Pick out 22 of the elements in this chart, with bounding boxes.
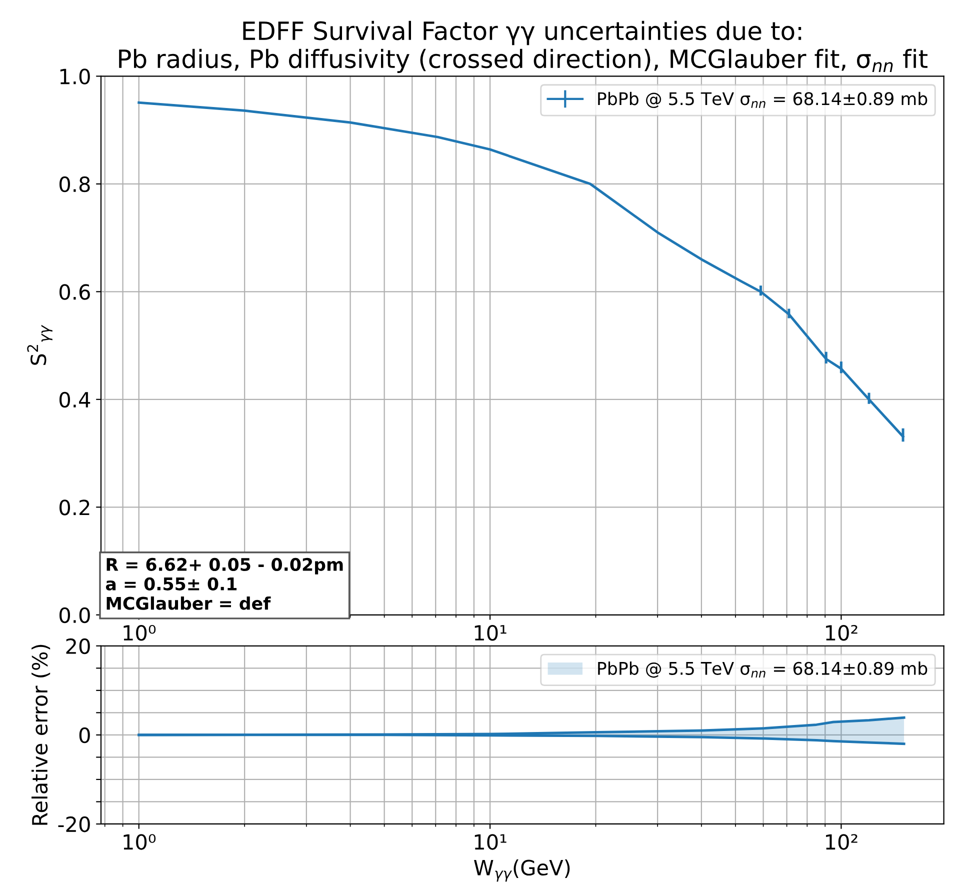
annotation: R = 6.62+ 0.05 - 0.02pm a = 0.55± 0.1 MCGlauber = def [106,558,343,610]
y-tick-label: 0.4 [60,392,90,408]
y-tick-label: 1.0 [60,68,90,84]
x-tick-label: 10⁰ [124,624,156,641]
y-tick-label: 0.6 [60,284,90,300]
y-tick-label: 0.0 [60,607,90,624]
y-tick-label: 0 [79,727,90,744]
x-tick-label: 10² [826,834,858,850]
y-tick-label: 0.2 [60,500,90,516]
y-axis-title: S$^{2}$$_{γγ}$ [27,324,52,365]
y-tick-label: -20 [58,816,90,832]
x-axis-title: W$_{γγ}$(GeV) [474,859,570,882]
y-axis-title: Relative error (%) [32,644,50,825]
y-tick-label: 20 [66,638,90,654]
chart-title: EDFF Survival Factor γγ uncertainties due to: Pb radius, Pb diffusivity (crossed direction), MCGlauber fit, σ$_{nn}$ fit [119,20,928,74]
y-tick-label: 0.8 [60,176,90,192]
legend-label: PbPb @ 5.5 TeV σ$_{nn}$ = 68.14±0.89 mb [598,662,928,678]
x-tick-label: 10¹ [474,834,506,850]
legend-label: PbPb @ 5.5 TeV σ$_{nn}$ = 68.14±0.89 mb [598,92,928,108]
x-tick-label: 10⁰ [124,834,156,850]
x-tick-label: 10² [826,624,858,641]
x-tick-label: 10¹ [474,624,506,641]
